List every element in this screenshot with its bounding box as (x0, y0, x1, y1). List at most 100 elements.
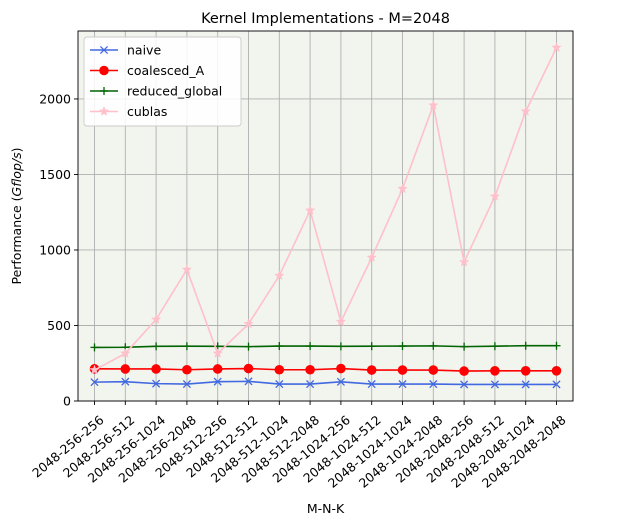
data-point-naive (213, 377, 222, 386)
data-point-cublas (212, 347, 223, 358)
data-point-coalesced-a (551, 365, 562, 376)
data-point-naive (336, 377, 345, 386)
y-tick-label: 500 (47, 318, 71, 333)
chart-title: Kernel Implementations - M=2048 (201, 11, 450, 27)
series-line-reduced-global (94, 344, 557, 349)
data-point-naive (152, 379, 161, 388)
legend-marker-reduced-global (100, 87, 108, 95)
y-tick-label: 0 (63, 394, 71, 409)
marker-stroke (521, 380, 530, 389)
data-point-reduced-global (460, 342, 469, 351)
legend-marker-naive (99, 45, 109, 55)
marker-stroke (152, 379, 161, 388)
marker-stroke (90, 378, 99, 387)
marker-stroke (213, 377, 222, 386)
data-point-coalesced-a (459, 366, 469, 376)
data-point-cublas (366, 252, 377, 262)
data-point-naive (244, 377, 253, 386)
data-point-cublas (551, 42, 562, 53)
data-point-cublas (243, 318, 254, 329)
series-cublas (89, 42, 562, 375)
legend-label-cublas: cublas (127, 104, 167, 119)
data-point-cublas (274, 270, 285, 281)
data-point-naive (275, 380, 284, 389)
data-point-coalesced-a (336, 363, 346, 374)
y-axis-label-unit: Gflop/s (9, 152, 24, 197)
y-axis: 0 500 1000 1500 2000 (39, 91, 78, 409)
data-point-cublas (304, 204, 316, 215)
data-point-reduced-global (336, 342, 345, 351)
marker-stroke (398, 380, 407, 389)
legend-label-coalesced-a: coalesced_A (127, 63, 205, 78)
data-point-reduced-global (152, 342, 161, 351)
data-point-reduced-global (367, 342, 376, 351)
data-point-reduced-global (552, 341, 561, 350)
data-point-coalesced-a (182, 364, 192, 375)
data-point-coalesced-a (120, 364, 131, 374)
legend-label-naive: naive (127, 43, 161, 58)
data-point-reduced-global (521, 341, 530, 350)
data-point-naive (552, 380, 561, 389)
series-line-cublas (94, 47, 558, 371)
data-point-cublas (89, 364, 100, 375)
data-point-coalesced-a (366, 365, 377, 375)
legend-marker-cublas (98, 105, 110, 116)
y-tick-label: 1000 (39, 242, 71, 257)
marker-stroke (429, 380, 438, 389)
data-point-reduced-global (398, 342, 407, 351)
data-point-reduced-global (429, 341, 438, 350)
data-point-naive (490, 380, 499, 389)
marker-stroke (306, 380, 315, 389)
data-point-naive (90, 378, 99, 387)
marker-stroke (121, 377, 130, 386)
data-point-coalesced-a (490, 365, 500, 376)
y-tick-label: 1500 (39, 167, 71, 182)
marker-stroke (367, 380, 376, 389)
marker-stroke (336, 377, 345, 386)
marker-stroke (99, 45, 109, 55)
data-point-coalesced-a (274, 364, 285, 375)
data-point-reduced-global (306, 342, 315, 351)
data-point-coalesced-a (428, 365, 439, 375)
data-point-cublas (397, 183, 408, 194)
marker-stroke (275, 380, 284, 389)
data-point-reduced-global (490, 342, 499, 351)
y-axis-label-end: ) (9, 147, 24, 152)
data-point-reduced-global (275, 342, 284, 351)
data-point-coalesced-a (397, 365, 408, 375)
data-point-coalesced-a (151, 364, 161, 374)
plot-frame (77, 30, 574, 402)
data-point-cublas (150, 313, 162, 324)
series-line-naive (94, 380, 557, 386)
y-tick-label: 2000 (39, 91, 71, 106)
y-axis-label: Performance (Gflop/s) (9, 147, 24, 284)
legend-marker-coalesced-a (99, 65, 109, 76)
data-point-cublas (120, 347, 131, 358)
data-point-cublas (489, 190, 501, 201)
x-axis: 2048-256-2562048-256-5122048-256-1024204… (29, 401, 569, 491)
data-point-cublas (428, 99, 439, 110)
data-point-coalesced-a (305, 364, 315, 375)
data-point-naive (367, 380, 376, 389)
data-point-naive (182, 380, 191, 389)
data-point-cublas (458, 256, 470, 267)
y-axis-label-start: Performance ( (9, 196, 24, 284)
marker-stroke (182, 380, 191, 389)
marker-stroke (490, 380, 499, 389)
data-point-cublas (520, 105, 531, 116)
series-naive (90, 377, 561, 389)
legend-box (83, 36, 242, 127)
data-point-naive (306, 380, 315, 389)
data-point-coalesced-a (520, 365, 531, 376)
data-point-naive (398, 380, 407, 389)
series-reduced-global (90, 341, 561, 352)
data-point-naive (460, 380, 469, 389)
marker-stroke (244, 377, 253, 386)
data-point-naive (121, 377, 130, 386)
data-point-coalesced-a (243, 363, 254, 374)
data-point-naive (429, 380, 438, 389)
data-point-coalesced-a (212, 364, 223, 374)
